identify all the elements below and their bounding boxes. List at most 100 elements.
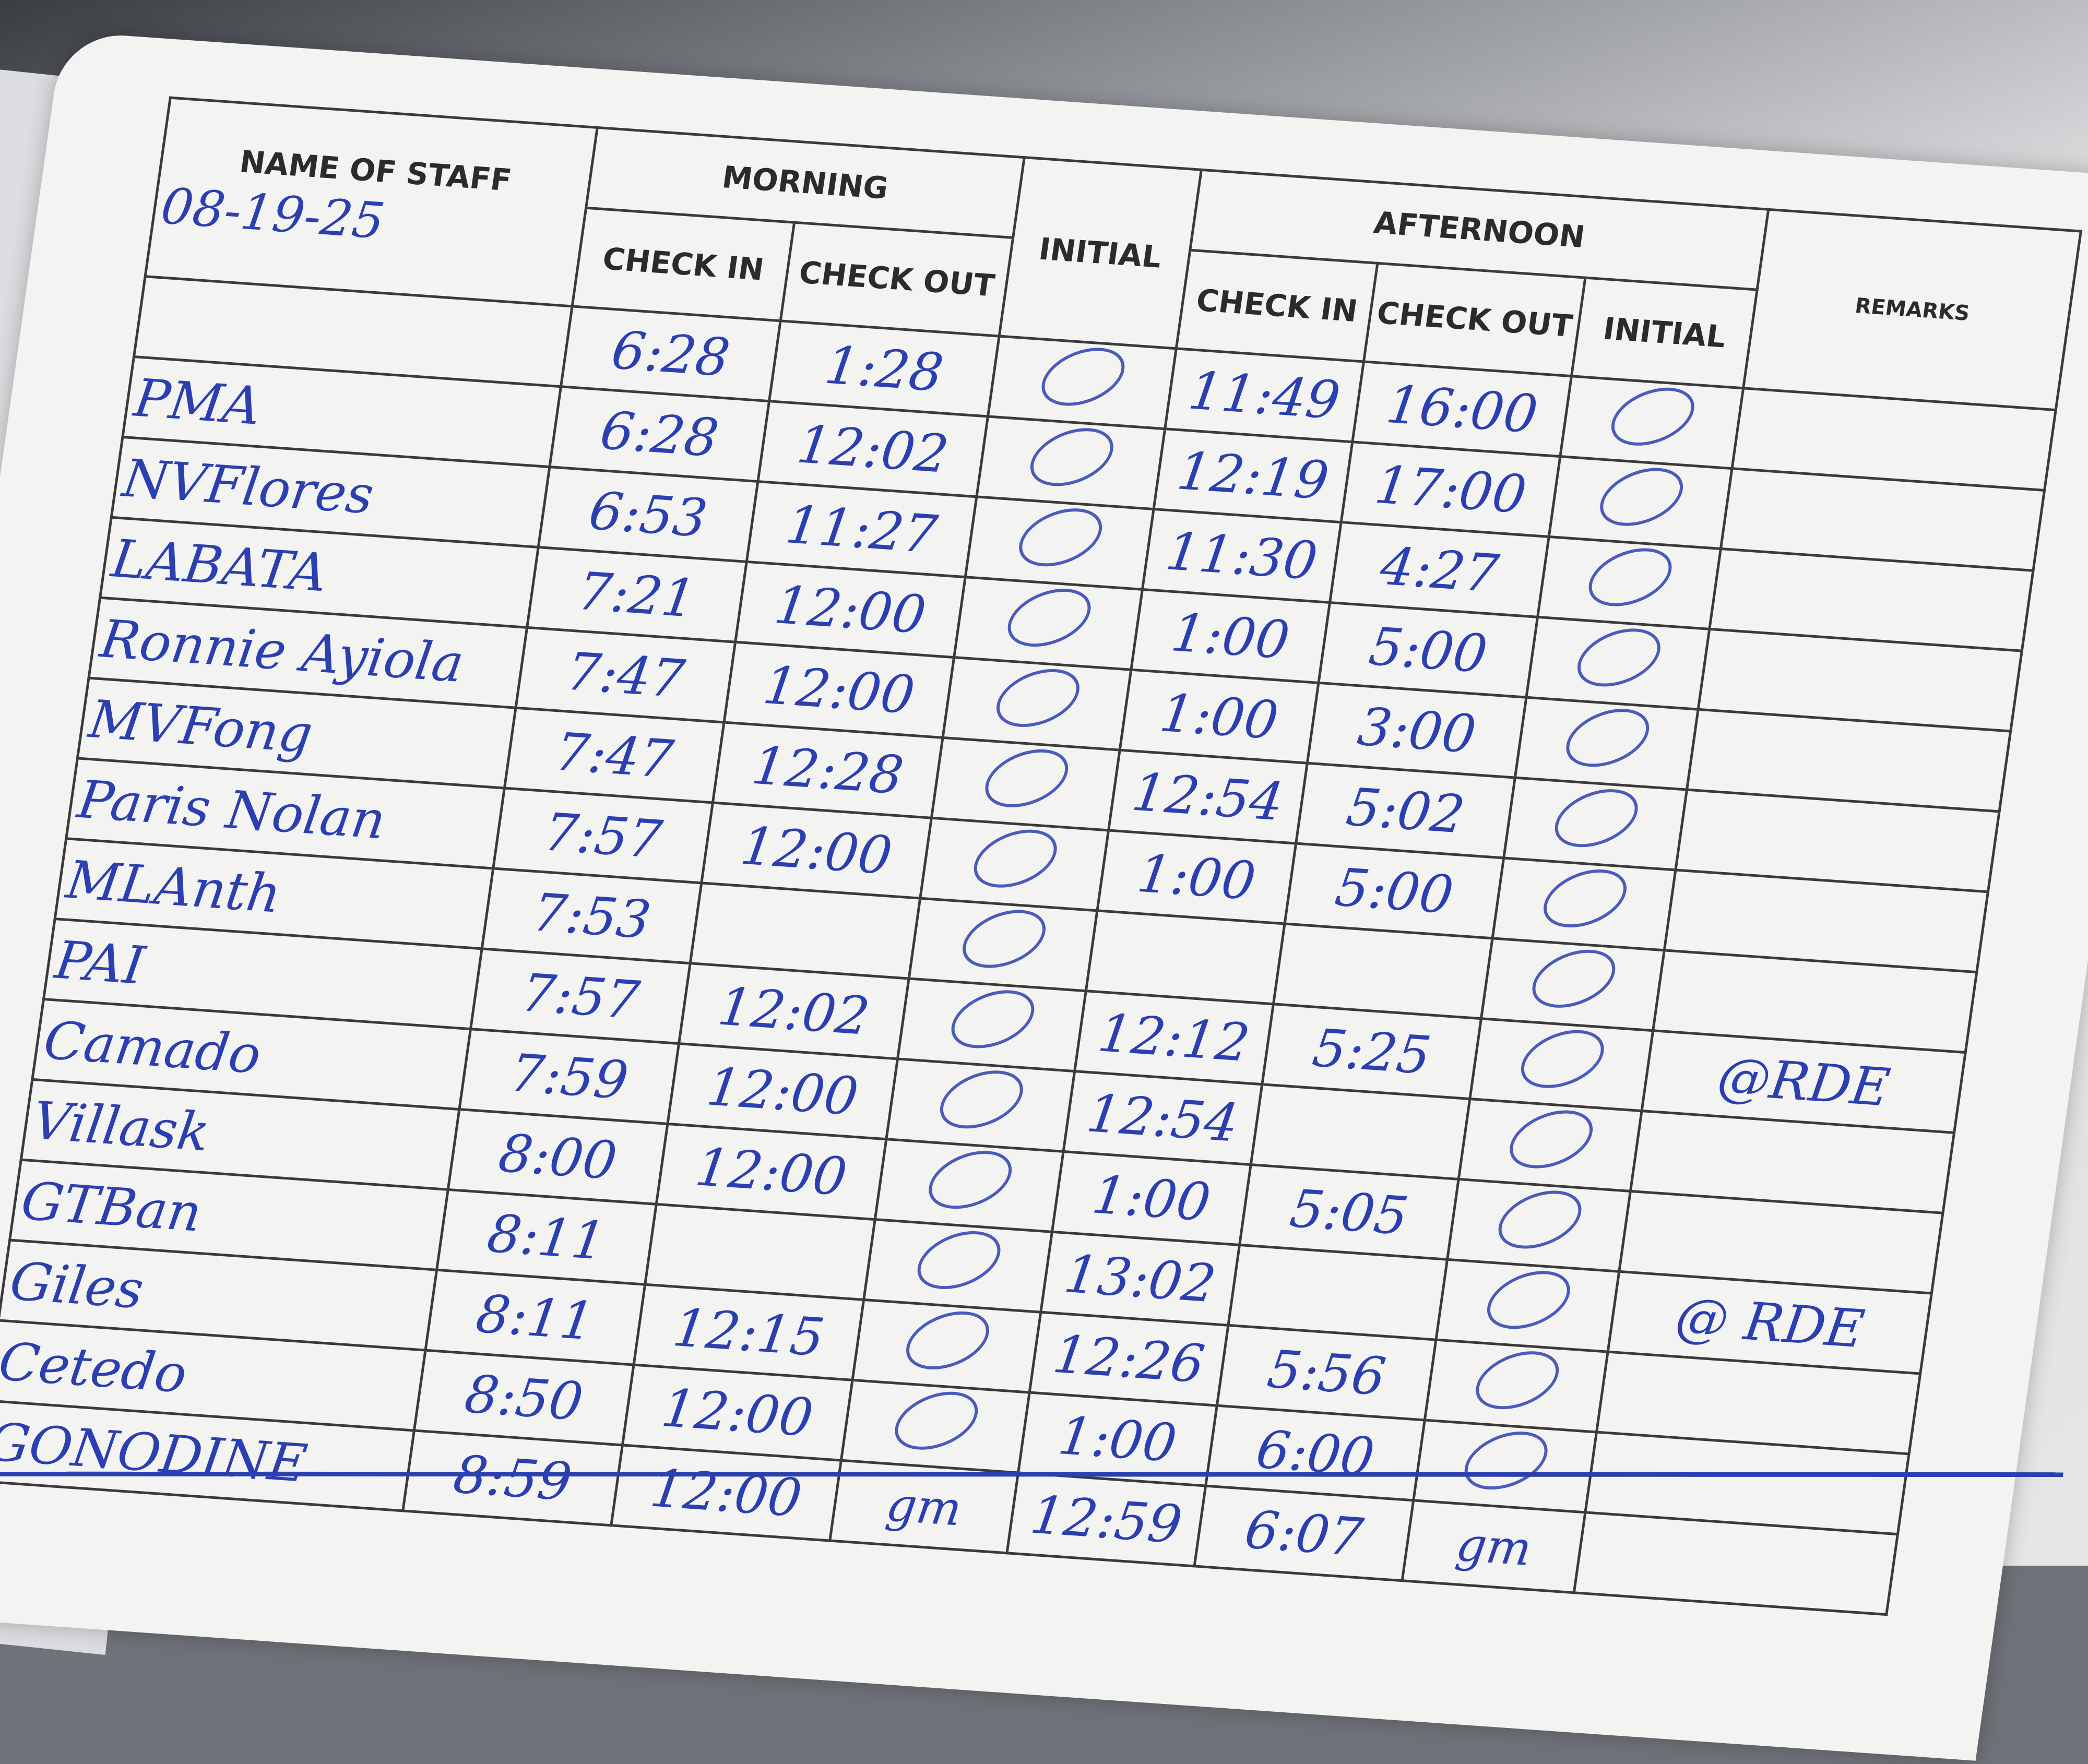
morning-check-out: 12:28: [748, 734, 907, 806]
morning-check-in-cell: 7:57: [470, 948, 691, 1044]
signature-initial-icon: [955, 899, 1053, 979]
staff-name: MVFong: [85, 688, 316, 765]
morning-check-in: 7:59: [506, 1042, 632, 1111]
morning-check-out: 12:02: [793, 413, 953, 485]
afternoon-initial-cell: [1470, 1018, 1654, 1111]
signature-initial-icon: [1514, 1019, 1611, 1099]
morning-check-in: 7:21: [574, 560, 700, 629]
morning-check-out-cell: 1:28: [769, 320, 1000, 416]
signature-initial-icon: [921, 1140, 1019, 1220]
morning-initial-cell: [875, 1139, 1064, 1232]
morning-initial: gm: [883, 1476, 965, 1537]
signature-initial-icon: [1593, 457, 1690, 537]
morning-check-in-cell: 8:11: [425, 1270, 645, 1365]
morning-initial-header: INITIAL: [999, 157, 1202, 349]
afternoon-check-out-cell: [1228, 1245, 1448, 1340]
afternoon-check-out-cell: 5:56: [1217, 1325, 1437, 1421]
afternoon-check-in: 12:12: [1095, 1002, 1253, 1074]
signature-initial-icon: [978, 738, 1075, 818]
morning-check-in-cell: 8:11: [436, 1189, 657, 1285]
afternoon-check-in: 1:00: [1168, 601, 1294, 671]
afternoon-check-out-cell: 6:07: [1194, 1486, 1414, 1581]
afternoon-check-in-header: CHECK IN: [1176, 250, 1378, 362]
afternoon-check-in-cell: 11:49: [1165, 348, 1364, 442]
morning-check-in-cell: 7:47: [504, 708, 725, 803]
afternoon-check-out: 16:00: [1382, 373, 1541, 445]
afternoon-check-out-cell: 3:00: [1307, 683, 1527, 778]
afternoon-check-in-cell: 12:59: [1006, 1472, 1206, 1566]
afternoon-check-in: 12:19: [1173, 440, 1333, 511]
afternoon-initial-cell: [1414, 1420, 1597, 1512]
morning-check-out-cell: 12:00: [656, 1124, 886, 1220]
signature-initial-icon: [1491, 1179, 1588, 1260]
morning-check-in: 6:53: [585, 480, 711, 549]
afternoon-check-in-cell: 1:00: [1120, 670, 1319, 764]
afternoon-initial: gm: [1453, 1517, 1535, 1577]
afternoon-check-in: 1:00: [1156, 682, 1282, 751]
signature-initial-icon: [1034, 337, 1132, 417]
afternoon-check-in: 11:49: [1185, 360, 1344, 431]
morning-check-in-cell: 7:53: [482, 868, 702, 963]
afternoon-initial-cell: [1537, 537, 1721, 629]
afternoon-initial-cell: [1526, 617, 1710, 710]
afternoon-check-out-cell: [1251, 1084, 1470, 1179]
morning-check-in-cell: 7:47: [516, 627, 735, 723]
afternoon-initial-cell: [1560, 376, 1744, 469]
morning-check-in-header: CHECK IN: [572, 208, 794, 321]
morning-check-out-cell: 12:02: [757, 401, 988, 497]
morning-check-out: 12:00: [647, 1457, 805, 1529]
afternoon-check-in: 1:00: [1054, 1404, 1181, 1474]
afternoon-check-out: 17:00: [1371, 454, 1531, 525]
staff-name: Camado: [40, 1009, 265, 1086]
afternoon-check-in-cell: 1:00: [1052, 1151, 1251, 1245]
afternoon-check-out-cell: 5:00: [1285, 843, 1504, 938]
morning-check-out: 1:28: [821, 334, 947, 403]
signature-initial-icon: [1536, 859, 1634, 938]
morning-check-out: 11:27: [782, 493, 941, 565]
afternoon-check-out-cell: 4:27: [1330, 522, 1549, 617]
morning-initial-cell: [852, 1300, 1041, 1393]
signature-initial-icon: [1548, 778, 1645, 858]
morning-check-in: 8:11: [472, 1283, 598, 1352]
morning-check-in-cell: 6:28: [549, 386, 769, 482]
afternoon-check-out: 5:56: [1264, 1338, 1390, 1408]
staff-name: Giles: [6, 1250, 148, 1320]
morning-check-in: 7:47: [563, 640, 689, 710]
staff-name: GTBan: [17, 1170, 206, 1244]
morning-initial-cell: [988, 336, 1177, 429]
morning-check-in: 6:28: [597, 399, 722, 469]
afternoon-check-out: 5:00: [1331, 856, 1457, 925]
morning-initial-cell: [931, 737, 1120, 830]
morning-check-out: 12:00: [760, 654, 919, 725]
afternoon-check-out: 6:07: [1241, 1498, 1367, 1568]
morning-check-out-cell: 11:27: [746, 481, 977, 577]
morning-check-out: 12:15: [669, 1296, 828, 1368]
afternoon-check-out-cell: 6:00: [1205, 1405, 1425, 1500]
morning-check-out-cell: 12:00: [724, 642, 954, 738]
afternoon-check-in: 1:00: [1088, 1164, 1214, 1233]
signature-initial-icon: [1525, 939, 1622, 1019]
morning-check-in: 7:47: [551, 721, 677, 790]
morning-check-in-cell: 8:59: [402, 1431, 623, 1525]
afternoon-check-in: 12:54: [1083, 1082, 1242, 1154]
morning-check-out: 12:00: [703, 1056, 862, 1127]
signature-initial-icon: [944, 979, 1041, 1059]
afternoon-check-out-cell: 5:25: [1262, 1004, 1481, 1099]
signature-initial-icon: [1604, 377, 1702, 457]
afternoon-check-in: 1:00: [1134, 842, 1260, 912]
morning-initial-cell: [886, 1058, 1075, 1152]
afternoon-check-in: 13:02: [1061, 1243, 1220, 1314]
signature-initial-icon: [1023, 417, 1120, 497]
staff-name: NVFlores: [119, 447, 378, 526]
afternoon-check-in: 11:30: [1162, 520, 1321, 592]
morning-check-in-cell: 8:50: [414, 1350, 634, 1445]
morning-check-in: 8:11: [483, 1202, 610, 1272]
attendance-table: NAME OF STAFF 08-19-25 MORNING INITIAL A…: [0, 97, 2083, 1616]
afternoon-check-out: 5:05: [1286, 1177, 1412, 1247]
afternoon-check-out-cell: 5:00: [1318, 602, 1538, 698]
signature-initial-icon: [1559, 698, 1656, 778]
morning-initial-cell: [920, 818, 1109, 911]
morning-initial-cell: [841, 1380, 1030, 1473]
remarks-header: REMARKS: [1743, 209, 2081, 410]
remarks: @ RDE: [1671, 1285, 1868, 1360]
